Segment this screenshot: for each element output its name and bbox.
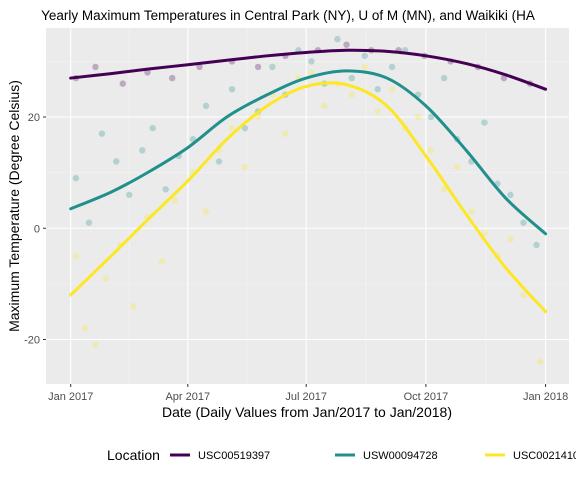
data-point-series-2: [374, 85, 381, 93]
data-point-series-3: [537, 358, 544, 365]
y-tick-label: -20: [24, 335, 40, 347]
data-point-series-3: [414, 113, 422, 121]
y-axis-label: Maximum Temperature (Degree Celsius): [6, 80, 22, 332]
data-point-series-2: [520, 219, 527, 226]
data-point-series-3: [374, 108, 381, 115]
data-point-series-3: [129, 302, 137, 310]
x-tick-label: Apr 2017: [165, 391, 210, 403]
y-tick-label: 0: [34, 223, 40, 235]
data-point-series-3: [202, 208, 210, 215]
data-point-series-2: [241, 124, 249, 132]
data-point-series-2: [202, 102, 210, 110]
data-point-series-2: [481, 119, 488, 126]
data-point-series-1: [343, 41, 350, 48]
minor-gridlines: [46, 28, 569, 384]
data-point-series-3: [241, 163, 249, 171]
data-point-series-2: [126, 191, 133, 199]
data-point-series-2: [440, 74, 448, 82]
legend-label-series-3: USC00214106: [513, 450, 576, 462]
smooth-line-series-3: [69, 81, 548, 314]
data-point-series-2: [149, 124, 156, 132]
legend: Location USC00519397 USW00094728 USC002141…: [107, 447, 576, 463]
data-point-series-2: [348, 74, 355, 82]
data-point-series-2: [269, 63, 276, 71]
data-point-series-3: [92, 341, 99, 349]
data-point-series-1: [168, 74, 176, 82]
data-point-series-2: [388, 63, 396, 71]
data-point-series-2: [228, 85, 236, 93]
data-point-series-3: [453, 163, 461, 171]
data-point-series-3: [72, 252, 80, 260]
data-point-series-3: [520, 291, 527, 299]
data-point-series-3: [388, 85, 396, 93]
data-point-series-1: [254, 63, 262, 71]
data-point-series-2: [427, 113, 435, 121]
data-point-series-3: [102, 275, 110, 282]
smooth-line-series-2: [69, 69, 548, 236]
data-point-series-3: [440, 186, 448, 193]
smooth-lines: [69, 48, 548, 314]
data-point-series-2: [533, 241, 540, 249]
data-point-series-2: [162, 186, 169, 193]
data-point-series-2: [507, 191, 514, 199]
data-point-series-3: [171, 197, 178, 204]
data-point-series-2: [139, 147, 146, 154]
data-point-series-2: [85, 219, 93, 226]
data-point-series-3: [81, 325, 89, 332]
data-point-series-3: [468, 208, 475, 215]
x-axis-label: Date (Daily Values from Jan/2017 to Jan/…: [162, 404, 452, 420]
x-tick-label: Jan 2017: [48, 391, 93, 403]
legend-label-series-2: USW00094728: [363, 450, 438, 462]
axes: Jan 2017 Apr 2017 Jul 2017 Oct 2017 Jan 2018…: [24, 112, 568, 403]
data-point-series-2: [98, 130, 106, 137]
data-point-series-3: [507, 236, 514, 243]
data-point-series-1: [196, 63, 203, 71]
data-point-series-1: [144, 69, 151, 76]
data-point-series-3: [228, 124, 236, 132]
data-point-series-2: [215, 158, 223, 165]
data-point-series-3: [427, 147, 435, 154]
data-point-series-3: [282, 130, 289, 137]
data-point-series-3: [361, 63, 368, 71]
data-point-series-1: [92, 63, 99, 71]
data-point-series-2: [113, 158, 120, 165]
data-point-series-2: [72, 174, 80, 182]
legend-title: Location: [107, 447, 160, 463]
data-point-series-1: [119, 80, 126, 87]
x-tick-label: Oct 2017: [404, 391, 449, 403]
smooth-line-series-1: [69, 48, 548, 91]
data-point-series-2: [361, 52, 368, 60]
legend-label-series-1: USC00519397: [198, 450, 270, 462]
data-point-series-3: [308, 69, 315, 76]
major-gridlines: [46, 28, 569, 384]
data-point-series-2: [334, 35, 341, 43]
data-point-series-3: [348, 91, 355, 98]
data-point-series-3: [321, 102, 328, 110]
x-tick-label: Jan 2018: [523, 391, 568, 403]
data-point-series-1: [500, 74, 508, 82]
chart-title: Yearly Maximum Temperatures in Central P…: [41, 8, 535, 23]
data-point-series-3: [158, 258, 165, 265]
x-tick-label: Jul 2017: [285, 391, 327, 403]
y-tick-label: 20: [28, 112, 40, 124]
data-point-series-2: [308, 58, 315, 65]
